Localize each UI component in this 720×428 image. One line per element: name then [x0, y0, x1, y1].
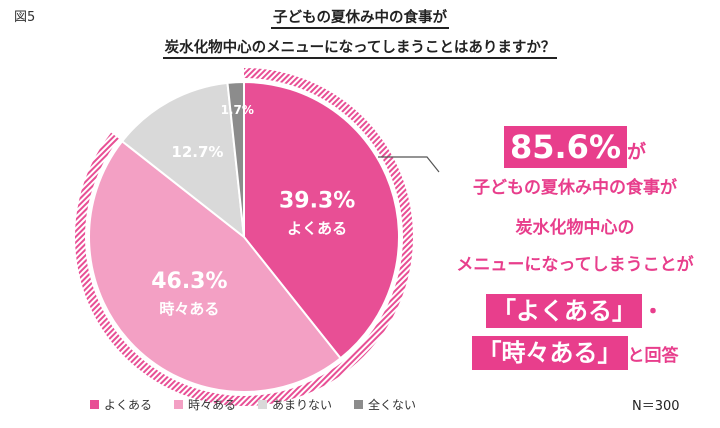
- pie-label-1: 46.3%: [151, 269, 227, 294]
- legend-swatch-2: [258, 400, 268, 409]
- pie-label-3: 1.7%: [221, 103, 254, 117]
- pie-category-label-0: よくある: [287, 219, 347, 237]
- pie-slice-0: [243, 80, 400, 360]
- chart-title-line1: 子どもの夏休み中の食事が: [0, 6, 720, 29]
- legend-label-3: 全くない: [368, 398, 417, 412]
- figure-label: 図5: [14, 10, 36, 25]
- chart-title-line2: 炭水化物中心のメニューになってしまうことはありますか？: [0, 36, 720, 59]
- legend-item-0: よくある: [90, 396, 152, 413]
- answer2-suffix: と回答: [627, 346, 679, 366]
- legend-item-3: 全くない: [354, 396, 416, 413]
- callout-leader-line: [378, 156, 440, 173]
- callout-highlight: 85.6% が: [440, 126, 710, 168]
- callout-answer2: 「時々ある」 と回答: [440, 336, 710, 370]
- answer1-box: 「よくある」: [485, 294, 642, 328]
- pie-slice-1: [88, 139, 342, 393]
- pie-slice-3: [226, 80, 245, 238]
- highlight-value: 85.6%: [503, 126, 627, 168]
- legend-label-2: あまりない: [272, 398, 333, 412]
- highlight-suffix: が: [627, 141, 647, 163]
- legend-swatch-1: [174, 400, 184, 409]
- pie-labels: 39.3% よくある 46.3% 時々ある 12.7% 1.7%: [151, 103, 355, 318]
- legend-item-1: 時々ある: [174, 396, 236, 413]
- callout-line1: 子どもの夏休み中の食事が: [473, 178, 677, 198]
- pie-label-0: 39.3%: [279, 188, 355, 213]
- legend-item-2: あまりない: [258, 396, 332, 413]
- legend-swatch-3: [354, 400, 364, 409]
- pie-category-label-1: 時々ある: [159, 300, 219, 318]
- pie-slice-2: [120, 81, 246, 240]
- chart-title-line2-text: 炭水化物中心のメニューになってしまうことはありますか？: [162, 40, 558, 59]
- pie-label-2: 12.7%: [171, 143, 223, 161]
- answer1-suffix: ・: [641, 300, 664, 325]
- legend-label-1: 時々ある: [188, 398, 237, 412]
- callout-answer1: 「よくある」・: [440, 294, 710, 328]
- chart-title-line1-text: 子どもの夏休み中の食事が: [271, 10, 449, 29]
- callout-line2: 炭水化物中心の: [515, 218, 635, 238]
- sample-size-label: N＝300: [632, 399, 680, 414]
- answer2-box: 「時々ある」: [471, 336, 628, 370]
- pie-slices: [88, 80, 400, 393]
- callout-line3: メニューになってしまうことが: [456, 255, 694, 275]
- legend-swatch-0: [90, 400, 99, 409]
- chart-legend: よくある 時々ある あまりない 全くない: [90, 396, 416, 413]
- legend-label-0: よくある: [104, 398, 153, 412]
